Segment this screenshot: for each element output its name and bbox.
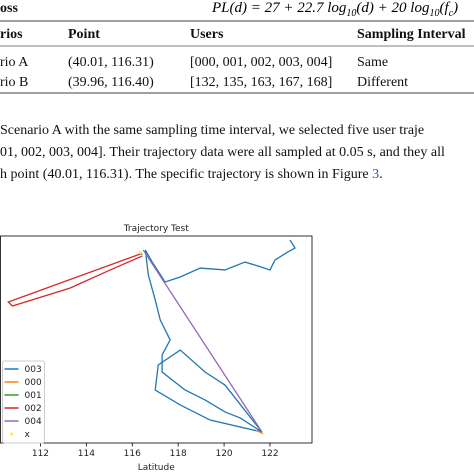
table-header: Point — [68, 27, 100, 42]
paragraph: Scenario A with the same sampling time i… — [0, 123, 445, 182]
formula-part: (d) + 20 log — [356, 0, 430, 16]
table-cell: (40.01, 116.31) — [68, 55, 154, 70]
formula-part: PL(d) = 27 + 22.7 log — [211, 0, 347, 16]
line-text: 01, 002, 003, 004]. Their trajectory dat… — [0, 145, 445, 160]
formula-part: (f — [439, 0, 450, 16]
formula-sub: 10 — [346, 8, 356, 19]
caption-fragment: oss — [0, 1, 18, 16]
table-cell: [000, 001, 002, 003, 004] — [190, 55, 332, 70]
formula-sub: c — [449, 8, 454, 19]
formula: PL(d) = 27 + 22.7 log10(d) + 20 log10(fc… — [211, 0, 458, 19]
chart-title: Trajectory Test — [123, 224, 189, 234]
table: rios Point Users Sampling Interval rio A (40.… — [0, 27, 466, 90]
table-cell: rio B — [0, 75, 28, 90]
series-line — [144, 239, 296, 433]
line-end: . — [379, 167, 383, 182]
legend-swatch — [10, 432, 13, 436]
table-header: Users — [190, 27, 224, 42]
table-header: Sampling Interval — [357, 27, 466, 42]
formula-sub: 10 — [429, 8, 439, 19]
legend-label: 000 — [25, 378, 42, 388]
table-cell: Different — [357, 75, 408, 90]
table-cell: rio A — [0, 55, 29, 70]
legend-label: 001 — [25, 391, 42, 401]
legend-label: 003 — [25, 365, 42, 375]
x-tick-label: 118 — [170, 449, 187, 459]
table-cell: [132, 135, 163, 167, 168] — [190, 75, 332, 90]
figure-ref: 3 — [372, 167, 379, 182]
table-cell: Same — [357, 55, 388, 70]
legend-label: 004 — [25, 417, 42, 427]
x-tick-label: 116 — [124, 449, 141, 459]
plot-frame — [0, 235, 313, 444]
line-text: h point (40.01, 116.31). The specific tr… — [0, 167, 372, 182]
x-tick-label: 114 — [78, 449, 95, 459]
x-axis-label: Latitude — [138, 463, 176, 473]
x-tick-label: 120 — [215, 449, 232, 459]
line-text: Scenario A with the same sampling time i… — [0, 123, 424, 138]
formula-part: ) — [452, 0, 458, 16]
chart: Trajectory Test Latitude 112 114 116 118 120 12… — [0, 224, 313, 473]
x-tick-label: 122 — [261, 449, 278, 459]
table-header: rios — [0, 27, 23, 42]
paragraph-line: 01, 002, 003, 004]. Their trajectory dat… — [0, 145, 445, 160]
series-line — [255, 429, 264, 435]
paragraph-line: h point (40.01, 116.31). The specific tr… — [0, 167, 383, 182]
legend-label: 002 — [25, 404, 42, 414]
table-cell: (39.96, 116.40) — [68, 75, 154, 90]
point — [138, 251, 142, 255]
legend-label: x — [25, 430, 31, 440]
paragraph-line: Scenario A with the same sampling time i… — [0, 123, 424, 138]
x-tick-label: 112 — [32, 449, 49, 459]
series-line — [142, 249, 263, 433]
series-line — [7, 253, 143, 307]
